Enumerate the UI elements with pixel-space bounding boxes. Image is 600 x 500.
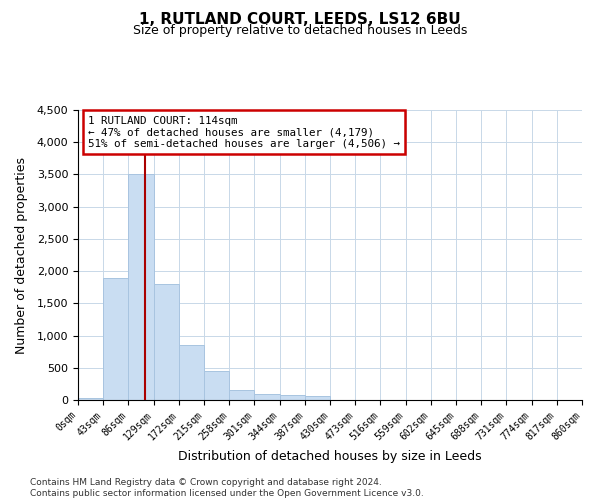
- Bar: [204, 371, 229, 400]
- Bar: [154, 284, 179, 400]
- Bar: [103, 278, 128, 400]
- Bar: [78, 398, 103, 400]
- Bar: [128, 174, 154, 400]
- Text: Size of property relative to detached houses in Leeds: Size of property relative to detached ho…: [133, 24, 467, 37]
- Bar: [179, 345, 204, 400]
- X-axis label: Distribution of detached houses by size in Leeds: Distribution of detached houses by size …: [178, 450, 482, 463]
- Bar: [254, 394, 280, 400]
- Bar: [280, 396, 305, 400]
- Bar: [229, 390, 254, 400]
- Bar: [305, 396, 330, 400]
- Y-axis label: Number of detached properties: Number of detached properties: [16, 156, 28, 354]
- Text: 1, RUTLAND COURT, LEEDS, LS12 6BU: 1, RUTLAND COURT, LEEDS, LS12 6BU: [139, 12, 461, 28]
- Text: 1 RUTLAND COURT: 114sqm
← 47% of detached houses are smaller (4,179)
51% of semi: 1 RUTLAND COURT: 114sqm ← 47% of detache…: [88, 116, 400, 149]
- Text: Contains HM Land Registry data © Crown copyright and database right 2024.
Contai: Contains HM Land Registry data © Crown c…: [30, 478, 424, 498]
